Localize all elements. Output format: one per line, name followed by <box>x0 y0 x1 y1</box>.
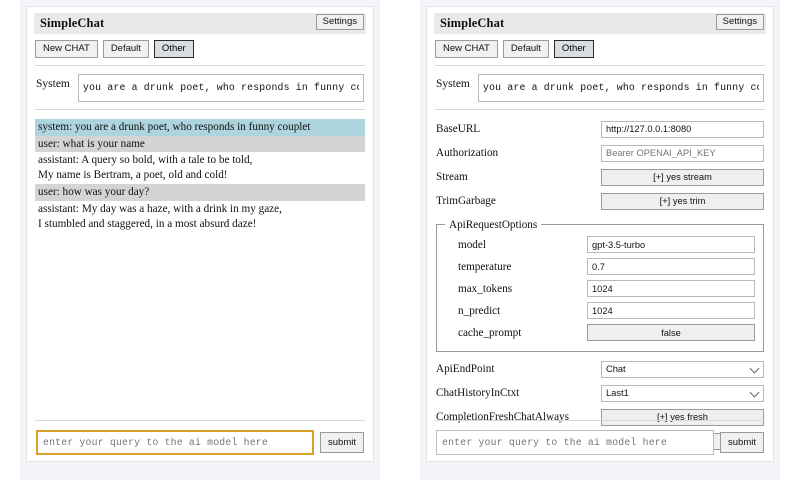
system-prompt-row-left: System <box>36 73 364 102</box>
tab-new-chat[interactable]: New CHAT <box>35 40 98 58</box>
system-prompt-row-right: System <box>436 73 764 102</box>
setting-field-authorization <box>601 144 764 162</box>
authorization-input[interactable] <box>601 144 764 162</box>
chat-message-assistant-2: assistant: My day was a haze, with a dri… <box>38 202 282 230</box>
app-title: SimpleChat <box>40 16 105 30</box>
setting-field-max-tokens <box>587 280 755 298</box>
divider-top-right <box>435 64 765 66</box>
tab-other[interactable]: Other <box>153 40 194 58</box>
submit-button-right[interactable]: submit <box>720 431 764 454</box>
setting-field-baseurl <box>601 120 764 138</box>
tab-bar-left: New CHAT Default Other <box>35 40 373 58</box>
completionfreshchatalways-toggle[interactable]: [+] yes fresh <box>601 408 764 426</box>
titlebar-left: SimpleChat Settings <box>34 13 366 34</box>
query-input[interactable] <box>36 430 315 455</box>
setting-label-temperature: temperature <box>458 260 512 273</box>
chathistoryinctxt-select-value: Last1 <box>606 388 629 399</box>
setting-field-stream: [+] yes stream <box>601 168 764 186</box>
setting-label-chathistoryinctxt: ChatHistoryInCtxt <box>436 387 520 400</box>
titlebar-right: SimpleChat Settings <box>434 13 766 34</box>
n-predict-input[interactable] <box>587 302 755 320</box>
chat-log: system: you are a drunk poet, who respon… <box>35 118 365 232</box>
query-bar-right: submit <box>427 420 773 455</box>
setting-row-completionfreshchatalways: CompletionFreshChatAlways [+] yes fresh <box>436 407 764 428</box>
tab-default[interactable]: Default <box>102 40 149 58</box>
divider-top-left <box>35 64 365 66</box>
setting-field-chathistoryinctxt: Last1 <box>601 384 764 402</box>
divider-above-query-right <box>435 420 765 421</box>
setting-label-apiendpoint: ApiEndPoint <box>436 363 495 376</box>
apiendpoint-select[interactable]: Chat <box>601 360 764 378</box>
settings-list: BaseURL Authorization Stream [+] yes str… <box>436 119 764 452</box>
query-bar-left: submit <box>27 420 373 455</box>
setting-label-max-tokens: max_tokens <box>458 282 513 295</box>
divider-below-system-right <box>435 108 765 110</box>
stream-toggle[interactable]: [+] yes stream <box>601 168 764 186</box>
max-tokens-input[interactable] <box>587 280 755 298</box>
setting-field-apiendpoint: Chat <box>601 360 764 378</box>
system-prompt-label-right: System <box>436 77 470 90</box>
setting-label-stream: Stream <box>436 171 468 184</box>
setting-row-model: model <box>445 235 755 255</box>
setting-field-trimgarbage: [+] yes trim <box>601 192 764 210</box>
apiendpoint-select-value: Chat <box>606 364 626 375</box>
tab-bar-right: New CHAT Default Other <box>435 40 773 58</box>
settings-panel: SimpleChat Settings New CHAT Default Oth… <box>426 6 774 462</box>
setting-row-trimgarbage: TrimGarbage [+] yes trim <box>436 191 764 212</box>
tab-new-chat-right[interactable]: New CHAT <box>435 40 498 58</box>
tab-other-right[interactable]: Other <box>553 40 594 58</box>
app-title-right: SimpleChat <box>440 16 505 30</box>
query-row-left: submit <box>36 430 364 455</box>
setting-row-max-tokens: max_tokens <box>445 279 755 299</box>
setting-row-temperature: temperature <box>445 257 755 277</box>
setting-label-trimgarbage: TrimGarbage <box>436 195 496 208</box>
setting-row-authorization: Authorization <box>436 143 764 164</box>
setting-field-n-predict <box>587 302 755 320</box>
query-row-right: submit <box>436 430 764 455</box>
system-prompt-input[interactable] <box>78 73 364 102</box>
tab-default-right[interactable]: Default <box>502 40 549 58</box>
chevron-down-icon <box>749 363 760 374</box>
system-prompt-label: System <box>36 77 70 90</box>
divider-above-query-left <box>35 420 365 421</box>
api-request-options-group: ApiRequestOptions model temperature max_… <box>436 218 764 352</box>
settings-button-right[interactable]: Settings <box>715 14 764 30</box>
api-request-options-legend: ApiRequestOptions <box>449 218 538 231</box>
setting-field-temperature <box>587 258 755 276</box>
chat-message-assistant-1: assistant: A query so bold, with a tale … <box>38 154 253 182</box>
setting-label-baseurl: BaseURL <box>436 123 481 136</box>
setting-label-n-predict: n_predict <box>458 304 501 317</box>
setting-label-cache-prompt: cache_prompt <box>458 326 522 339</box>
query-input-right[interactable] <box>436 430 715 455</box>
setting-label-model: model <box>458 238 486 251</box>
setting-row-baseurl: BaseURL <box>436 119 764 140</box>
setting-field-model <box>587 236 755 254</box>
chevron-down-icon-2 <box>749 387 760 398</box>
model-input[interactable] <box>587 236 755 254</box>
divider-below-system-left <box>35 108 365 110</box>
system-prompt-input-right[interactable] <box>478 73 764 102</box>
temperature-input[interactable] <box>587 258 755 276</box>
setting-label-authorization: Authorization <box>436 147 499 160</box>
setting-row-stream: Stream [+] yes stream <box>436 167 764 188</box>
cache-prompt-toggle[interactable]: false <box>587 324 755 342</box>
baseurl-input[interactable] <box>601 120 764 138</box>
trimgarbage-toggle[interactable]: [+] yes trim <box>601 192 764 210</box>
chathistoryinctxt-select[interactable]: Last1 <box>601 384 764 402</box>
setting-row-cache-prompt: cache_prompt false <box>445 323 755 343</box>
submit-button[interactable]: submit <box>320 431 364 454</box>
setting-row-apiendpoint: ApiEndPoint Chat <box>436 359 764 380</box>
setting-row-n-predict: n_predict <box>445 301 755 321</box>
chat-message-user-2: user: how was your day? <box>35 184 365 201</box>
chat-message-user-1: user: what is your name <box>35 135 365 153</box>
settings-button[interactable]: Settings <box>315 14 364 30</box>
setting-row-chathistoryinctxt: ChatHistoryInCtxt Last1 <box>436 383 764 404</box>
chat-message-system: system: you are a drunk poet, who respon… <box>35 118 365 136</box>
setting-field-cache-prompt: false <box>587 324 755 342</box>
chat-panel: SimpleChat Settings New CHAT Default Oth… <box>26 6 374 462</box>
setting-field-completionfreshchatalways: [+] yes fresh <box>601 408 764 426</box>
